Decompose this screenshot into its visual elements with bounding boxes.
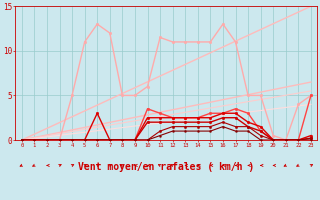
X-axis label: Vent moyen/en rafales ( km/h ): Vent moyen/en rafales ( km/h ) — [78, 162, 254, 172]
